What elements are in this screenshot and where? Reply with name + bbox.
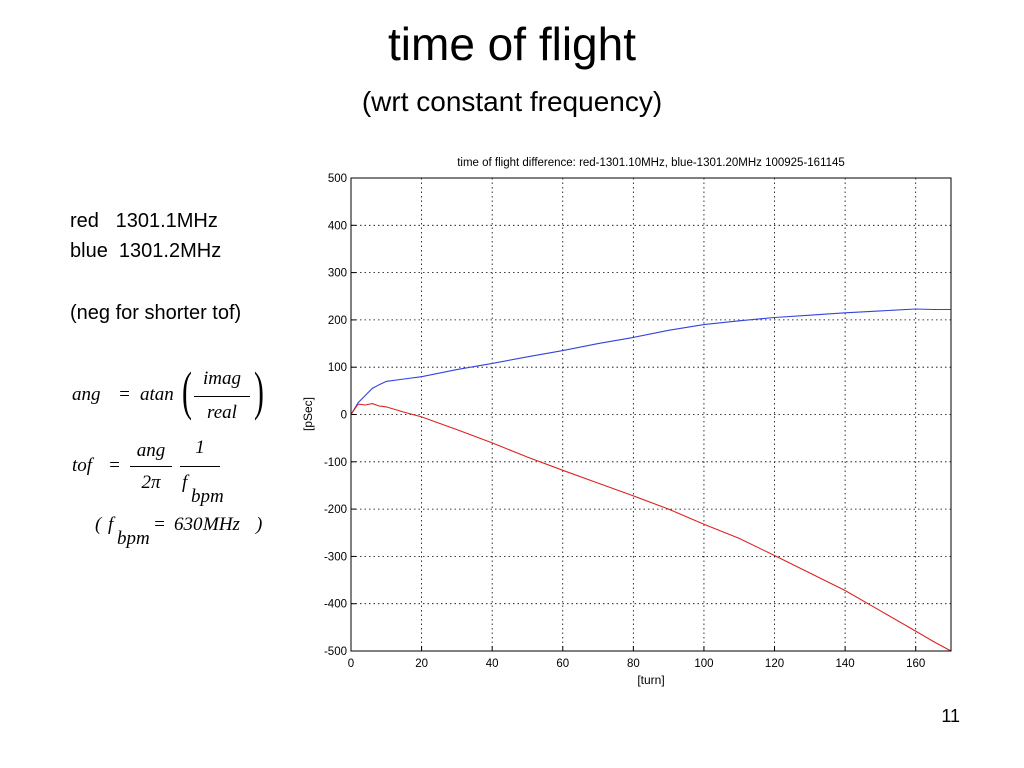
x-tick-label: 160 [906, 658, 925, 670]
y-tick-label: -400 [324, 599, 347, 611]
blue-series-line [350, 308, 951, 415]
x-tick-label: 80 [627, 658, 640, 670]
close-paren: ) [256, 514, 263, 535]
f-symbol: f [182, 472, 188, 493]
blue-frequency-label: blue 1301.2MHz [70, 240, 222, 262]
y-axis-label: [pSec] [301, 397, 315, 431]
x-axis-label: [turn] [637, 673, 664, 687]
y-tick-label: 500 [328, 173, 347, 185]
x-tick-label: 100 [694, 658, 713, 670]
frequency-value: 630 [174, 514, 203, 535]
plot-frame [350, 177, 952, 652]
red-series-line [350, 403, 952, 652]
sign-note: (neg for shorter tof) [70, 302, 242, 324]
slide-number: 11 [941, 706, 960, 726]
f-symbol: f [108, 514, 114, 535]
red-frequency-label: red 1301.1MHz [70, 210, 218, 232]
y-tick-label: 400 [328, 220, 347, 232]
ang-symbol: ang [72, 384, 101, 405]
equals-sign: = [153, 514, 166, 535]
one-numerator: 1 [195, 437, 205, 458]
fraction-bar [130, 466, 172, 467]
x-tick-label: 0 [348, 658, 354, 670]
x-tick-label: 120 [765, 658, 784, 670]
frequency-unit: MHz [203, 514, 240, 535]
y-tick-label: -100 [324, 457, 347, 469]
y-tick-label: -500 [324, 646, 347, 658]
x-tick-label: 40 [486, 658, 499, 670]
y-tick-label: 100 [328, 362, 347, 374]
equals-sign: = [108, 455, 121, 476]
slide-subtitle: (wrt constant frequency) [361, 86, 663, 117]
fraction-bar [180, 466, 220, 467]
two-pi-denominator: 2π [141, 472, 161, 493]
y-tick-label: 200 [328, 315, 347, 327]
equals-sign: = [118, 384, 131, 405]
bpm-subscript: bpm [191, 486, 224, 507]
y-tick-label: 0 [341, 410, 347, 422]
bpm-subscript: bpm [117, 528, 150, 549]
right-paren: ) [254, 361, 264, 421]
slide-title: time of flight [388, 18, 636, 70]
y-tick-label: -200 [324, 504, 347, 516]
y-tick-label: -300 [324, 551, 347, 563]
x-tick-label: 60 [556, 658, 569, 670]
ang-numerator: ang [136, 440, 166, 461]
real-denominator: real [207, 402, 237, 423]
atan-symbol: atan [140, 384, 174, 405]
fraction-bar [194, 396, 250, 397]
x-tick-label: 20 [415, 658, 428, 670]
open-paren: ( [95, 514, 102, 535]
chart-title: time of flight difference: red-1301.10MH… [457, 157, 845, 169]
x-tick-label: 140 [836, 658, 855, 670]
y-tick-label: 300 [328, 268, 347, 280]
imag-numerator: imag [203, 368, 241, 389]
tof-symbol: tof [72, 455, 93, 476]
left-paren: ( [182, 361, 192, 421]
